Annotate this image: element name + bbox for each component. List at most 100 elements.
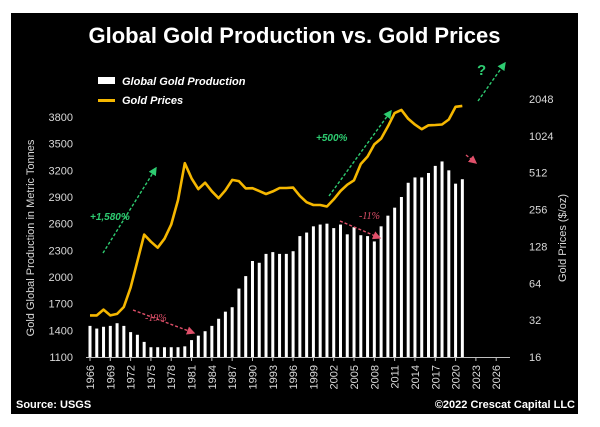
production-bar xyxy=(250,261,254,357)
y-tick-left: 2000 xyxy=(49,272,73,284)
production-bar xyxy=(156,347,160,357)
legend: Global Gold Production Gold Prices xyxy=(98,76,246,107)
y-tick-right: 32 xyxy=(529,315,541,327)
x-tick-label: 1984 xyxy=(207,365,219,389)
x-tick-label: 1969 xyxy=(105,365,117,389)
up-arrow-icon xyxy=(328,109,392,197)
x-tick-label: 1981 xyxy=(187,365,199,389)
production-bar xyxy=(271,252,275,357)
production-bars xyxy=(88,161,464,357)
production-bar xyxy=(345,234,349,357)
y-tick-right: 2048 xyxy=(529,94,553,106)
production-bar xyxy=(372,241,376,357)
x-tick-label: 2005 xyxy=(349,365,361,389)
y-tick-right: 1024 xyxy=(529,131,553,143)
y-tick-left: 2300 xyxy=(49,245,73,257)
y-tick-left: 2600 xyxy=(49,219,73,231)
x-axis: 1966 1969 1972 1975 1978 1981 1984 1987 1990 1993… xyxy=(85,357,510,389)
annotation-label: +500% xyxy=(316,133,348,144)
price-line xyxy=(89,104,463,317)
y-tick-left: 1700 xyxy=(49,299,73,311)
x-tick-label: 1978 xyxy=(166,365,178,389)
y-tick-right: 16 xyxy=(529,352,541,364)
x-tick-label: 1996 xyxy=(288,365,300,389)
production-bar xyxy=(305,232,309,357)
production-bar xyxy=(169,347,173,357)
annotation-label: -19% xyxy=(145,313,167,324)
production-bar xyxy=(406,182,410,357)
production-bar xyxy=(203,331,207,357)
y-tick-right: 128 xyxy=(529,241,547,253)
production-bar xyxy=(399,197,403,357)
production-bar xyxy=(420,177,424,357)
production-bar xyxy=(162,347,166,357)
production-bar xyxy=(196,335,200,357)
down-arrow-icon xyxy=(465,154,478,164)
production-bar xyxy=(433,165,437,357)
production-bar xyxy=(291,251,295,357)
up-arrow-icon xyxy=(102,166,157,254)
y-tick-left: 2900 xyxy=(49,192,73,204)
x-tick-label: 1966 xyxy=(85,365,97,389)
x-tick-label: 1975 xyxy=(146,365,158,389)
production-bar xyxy=(115,323,119,357)
x-tick-label: 2023 xyxy=(471,365,483,389)
production-bar xyxy=(244,276,248,357)
x-tick-label: 2014 xyxy=(410,365,422,389)
copyright-label: ©2022 Crescat Capital LLC xyxy=(434,399,575,411)
production-bar xyxy=(108,325,112,357)
annotation-label: +1,580% xyxy=(90,212,130,223)
production-bar xyxy=(325,223,329,357)
y-axis-label-left: Gold Global Production in Metric Tonnes xyxy=(25,139,37,336)
down-arrow-icon xyxy=(132,309,196,335)
production-bar xyxy=(257,262,261,357)
y-tick-left: 1100 xyxy=(49,352,73,364)
y-tick-left: 3800 xyxy=(49,112,73,124)
chart-canvas: 1100 1400 1700 2000 2300 2600 2900 3200 3500 3800… xyxy=(25,61,569,389)
production-bar xyxy=(460,179,464,357)
x-tick-label: 1990 xyxy=(247,365,259,389)
x-tick-label: 1987 xyxy=(227,365,239,389)
legend-label-production: Global Gold Production xyxy=(122,76,246,88)
production-bar xyxy=(142,341,146,357)
x-tick-label: 2026 xyxy=(491,365,503,389)
production-bar xyxy=(311,226,315,357)
x-tick-label: 2017 xyxy=(430,365,442,389)
x-tick-label: 1972 xyxy=(126,365,138,389)
production-bar xyxy=(352,227,356,357)
down-arrow-icon xyxy=(339,220,382,240)
y-tick-right: 256 xyxy=(529,205,547,217)
legend-swatch-production xyxy=(98,77,115,84)
annotation-label: -11% xyxy=(359,211,380,222)
gold-price-line xyxy=(90,104,463,317)
legend-swatch-prices xyxy=(98,99,115,102)
production-bar xyxy=(454,183,458,357)
production-bar xyxy=(379,226,383,357)
production-bar xyxy=(278,253,282,357)
production-bar xyxy=(149,347,153,357)
x-tick-label: 2002 xyxy=(329,365,341,389)
production-bar xyxy=(176,347,180,357)
chart-panel: Global Gold Production vs. Gold Prices 1… xyxy=(11,13,578,414)
legend-label-prices: Gold Prices xyxy=(122,95,183,107)
production-bar xyxy=(237,288,241,357)
production-bar xyxy=(338,224,342,357)
production-bar xyxy=(413,177,417,357)
production-bar xyxy=(88,325,92,357)
production-bar xyxy=(359,235,363,357)
production-bar xyxy=(102,326,106,357)
production-bar xyxy=(183,346,187,357)
y-tick-right: 64 xyxy=(529,278,541,290)
production-bar xyxy=(190,340,194,357)
production-bar xyxy=(210,325,214,357)
source-label: Source: USGS xyxy=(16,399,92,411)
x-tick-label: 1993 xyxy=(268,365,280,389)
production-bar xyxy=(386,215,390,357)
x-tick-label: 2008 xyxy=(369,365,381,389)
up-arrow-icon xyxy=(477,61,506,102)
production-bar xyxy=(230,307,234,357)
production-bar xyxy=(135,334,139,357)
production-bar xyxy=(393,207,397,357)
y-tick-right: 512 xyxy=(529,168,547,180)
y-tick-left: 3200 xyxy=(49,165,73,177)
